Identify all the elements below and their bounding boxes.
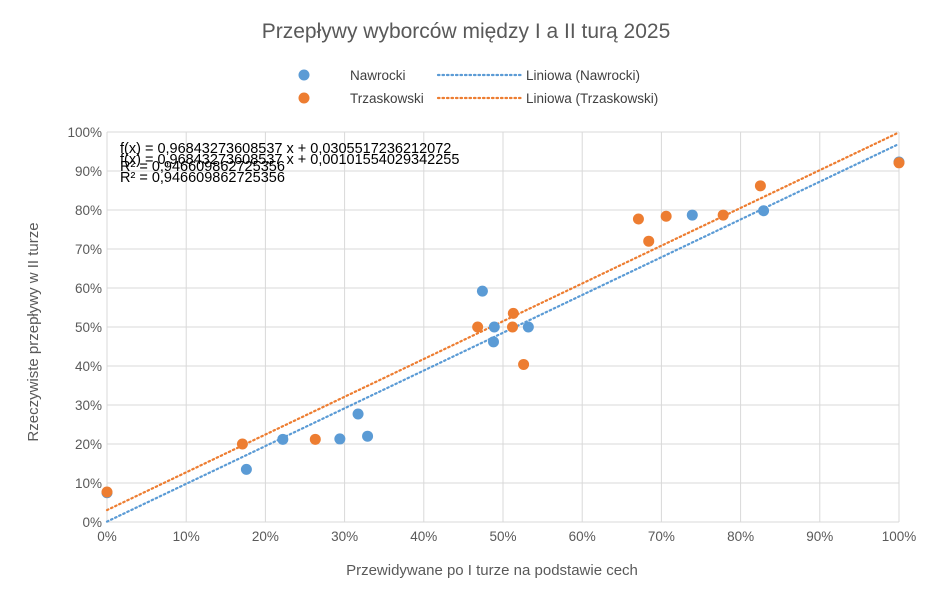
point-trzaskowski <box>518 358 530 370</box>
point-trzaskowski <box>309 433 321 445</box>
r2-nawrocki: R² = 0,946609862725356 <box>120 170 285 186</box>
x-tick-label: 60% <box>569 529 596 544</box>
point-nawrocki <box>758 205 770 217</box>
point-trzaskowski <box>507 307 519 319</box>
point-nawrocki <box>240 463 252 475</box>
point-trzaskowski <box>101 486 113 498</box>
x-tick-label: 90% <box>806 529 833 544</box>
point-trzaskowski <box>893 157 905 169</box>
legend-label-trend-trzaskowski: Liniowa (Trzaskowski) <box>526 91 658 106</box>
point-nawrocki <box>277 433 289 445</box>
point-nawrocki <box>352 408 364 420</box>
gridlines <box>106 131 900 523</box>
y-tick-label: 40% <box>75 359 102 374</box>
legend-label-nawrocki: Nawrocki <box>350 68 406 83</box>
x-tick-label: 0% <box>97 529 117 544</box>
point-trzaskowski <box>632 213 644 225</box>
x-tick-label: 50% <box>489 529 516 544</box>
y-tick-label: 100% <box>67 125 102 140</box>
legend-marker-trzaskowski <box>298 92 310 104</box>
point-nawrocki <box>686 209 698 221</box>
equation-trzaskowski: f(x) = 0,96843273608537 x + 0,0305517236… <box>120 141 451 157</box>
point-nawrocki <box>522 321 534 333</box>
x-tick-label: 100% <box>882 529 917 544</box>
y-tick-label: 20% <box>75 437 102 452</box>
x-tick-label: 30% <box>331 529 358 544</box>
y-tick-label: 90% <box>75 164 102 179</box>
point-nawrocki <box>334 433 346 445</box>
y-axis-ticks: 0% 10% 20% 30% 40% 50% 60% 70% 80% 90% 100% <box>67 125 102 530</box>
y-axis-title: Rzeczywiste przepływy w II turze <box>25 222 42 441</box>
x-tick-label: 80% <box>727 529 754 544</box>
x-tick-label: 40% <box>410 529 437 544</box>
x-axis-title: Przewidywane po I turze na podstawie cec… <box>346 562 638 579</box>
point-trzaskowski <box>507 321 519 333</box>
point-trzaskowski <box>236 438 248 450</box>
point-trzaskowski <box>754 180 766 192</box>
y-tick-label: 60% <box>75 281 102 296</box>
r2-trzaskowski: R² = 0,946609862725356 <box>120 159 285 175</box>
trendline-equations: f(x) = 0,96843273608537 x + 0,0305517236… <box>120 141 459 186</box>
point-trzaskowski <box>643 235 655 247</box>
legend-marker-nawrocki <box>298 69 310 81</box>
x-axis-ticks: 0% 10% 20% 30% 40% 50% 60% 70% 80% 90% 100% <box>97 529 916 544</box>
legend-label-trzaskowski: Trzaskowski <box>350 91 424 106</box>
y-tick-label: 30% <box>75 398 102 413</box>
x-tick-label: 20% <box>252 529 279 544</box>
legend: Nawrocki Liniowa (Nawrocki) Trzaskowski … <box>298 68 658 106</box>
point-trzaskowski <box>660 210 672 222</box>
y-tick-label: 70% <box>75 242 102 257</box>
point-nawrocki <box>487 336 499 348</box>
x-tick-label: 10% <box>173 529 200 544</box>
y-tick-label: 50% <box>75 320 102 335</box>
equation-nawrocki: f(x) = 0,96843273608537 x + 0,0010155402… <box>120 152 459 168</box>
chart-title: Przepływy wyborców między I a II turą 20… <box>262 20 671 43</box>
point-nawrocki <box>488 321 500 333</box>
point-nawrocki <box>476 285 488 297</box>
x-tick-label: 70% <box>648 529 675 544</box>
y-tick-label: 10% <box>75 476 102 491</box>
point-nawrocki <box>362 430 374 442</box>
data-points <box>101 156 905 499</box>
y-tick-label: 80% <box>75 203 102 218</box>
point-trzaskowski <box>717 209 729 221</box>
y-tick-label: 0% <box>82 515 102 530</box>
legend-label-trend-nawrocki: Liniowa (Nawrocki) <box>526 68 640 83</box>
point-trzaskowski <box>472 321 484 333</box>
